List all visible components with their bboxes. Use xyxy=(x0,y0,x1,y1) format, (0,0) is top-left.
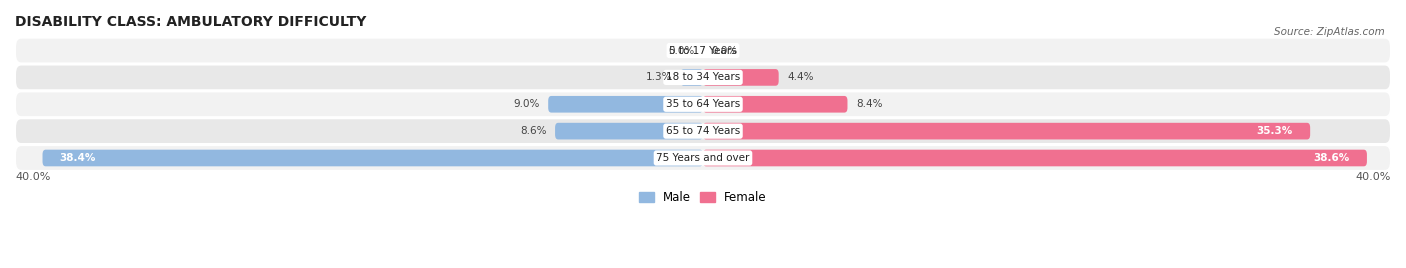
FancyBboxPatch shape xyxy=(703,150,1367,166)
Text: 0.0%: 0.0% xyxy=(668,46,695,55)
Text: 5 to 17 Years: 5 to 17 Years xyxy=(669,46,737,55)
Legend: Male, Female: Male, Female xyxy=(634,186,772,209)
Text: 40.0%: 40.0% xyxy=(15,172,51,182)
Text: 65 to 74 Years: 65 to 74 Years xyxy=(666,126,740,136)
FancyBboxPatch shape xyxy=(42,150,703,166)
Text: 9.0%: 9.0% xyxy=(513,99,540,109)
Text: 8.4%: 8.4% xyxy=(856,99,883,109)
Text: 0.0%: 0.0% xyxy=(711,46,738,55)
FancyBboxPatch shape xyxy=(15,145,1391,171)
Text: Source: ZipAtlas.com: Source: ZipAtlas.com xyxy=(1274,27,1385,37)
Text: 4.4%: 4.4% xyxy=(787,72,814,82)
Text: 35 to 64 Years: 35 to 64 Years xyxy=(666,99,740,109)
Text: 40.0%: 40.0% xyxy=(1355,172,1391,182)
FancyBboxPatch shape xyxy=(703,123,1310,139)
FancyBboxPatch shape xyxy=(555,123,703,139)
FancyBboxPatch shape xyxy=(15,65,1391,90)
FancyBboxPatch shape xyxy=(703,69,779,86)
Text: 75 Years and over: 75 Years and over xyxy=(657,153,749,163)
Text: 8.6%: 8.6% xyxy=(520,126,547,136)
Text: 18 to 34 Years: 18 to 34 Years xyxy=(666,72,740,82)
Text: 38.4%: 38.4% xyxy=(59,153,96,163)
Text: 38.6%: 38.6% xyxy=(1313,153,1350,163)
FancyBboxPatch shape xyxy=(15,118,1391,144)
FancyBboxPatch shape xyxy=(15,91,1391,117)
FancyBboxPatch shape xyxy=(681,69,703,86)
Text: 35.3%: 35.3% xyxy=(1257,126,1294,136)
FancyBboxPatch shape xyxy=(15,38,1391,64)
Text: 1.3%: 1.3% xyxy=(645,72,672,82)
FancyBboxPatch shape xyxy=(548,96,703,113)
Text: DISABILITY CLASS: AMBULATORY DIFFICULTY: DISABILITY CLASS: AMBULATORY DIFFICULTY xyxy=(15,15,367,29)
FancyBboxPatch shape xyxy=(703,96,848,113)
